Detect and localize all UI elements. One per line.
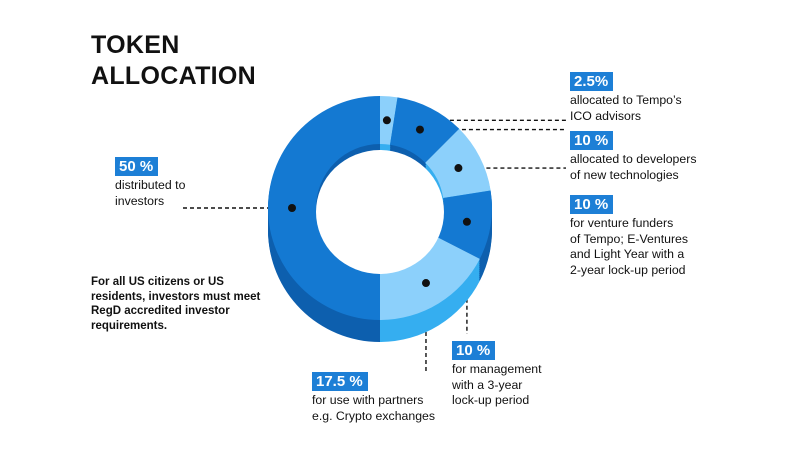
callout-venture-funders-percent: 10 % — [570, 195, 614, 214]
callout-developers-label: allocated to developers of new technolog… — [570, 152, 697, 182]
callout-developers: 10 % allocated to developers of new tech… — [570, 131, 696, 183]
donut-hole — [316, 150, 444, 274]
callout-investors-label: distributed to investors — [115, 178, 186, 208]
callout-management-label: for management with a 3-year lock-up per… — [452, 362, 542, 407]
us-investor-note: For all US citizens or US residents, inv… — [91, 276, 261, 332]
callout-ico-advisors-label: allocated to Tempo’s ICO advisors — [570, 93, 682, 123]
callout-partners-percent: 17.5 % — [312, 372, 368, 391]
callout-partners: 17.5 % for use with partners e.g. Crypto… — [312, 372, 435, 424]
callout-investors: 50 % distributed to investors — [115, 157, 185, 209]
slice-developers — [390, 97, 460, 163]
leader-dot-management — [462, 217, 471, 226]
callout-ico-advisors-percent: 2.5% — [570, 72, 614, 91]
slice-partners — [380, 237, 480, 320]
leader-dots — [288, 116, 471, 288]
callout-management-percent: 10 % — [452, 341, 496, 360]
callout-venture-funders-label: for venture funders of Tempo; E-Ventures… — [570, 216, 689, 277]
callout-partners-label: for use with partners e.g. Crypto exchan… — [312, 393, 436, 423]
callout-venture-funders: 10 % for venture funders of Tempo; E-Ven… — [570, 195, 688, 278]
slice-investors — [268, 96, 380, 320]
leader-dot-investors — [288, 204, 296, 212]
slice-venture-funders — [425, 128, 491, 198]
title-line-1: TOKEN — [91, 31, 180, 59]
callout-ico-advisors: 2.5% allocated to Tempo’s ICO advisors — [570, 72, 682, 124]
callout-management: 10 % for management with a 3-year lock-u… — [452, 341, 542, 409]
page-title: TOKEN ALLOCATION — [91, 30, 256, 92]
leader-dot-ico-advisors — [382, 116, 391, 125]
leader-dot-developers — [415, 125, 424, 134]
callout-investors-percent: 50 % — [115, 157, 159, 176]
title-line-2: ALLOCATION — [91, 62, 257, 90]
donut-top — [268, 96, 492, 320]
callout-developers-percent: 10 % — [570, 131, 614, 150]
leader-dot-venture-funders — [454, 164, 463, 173]
leader-dot-partners — [421, 279, 430, 288]
